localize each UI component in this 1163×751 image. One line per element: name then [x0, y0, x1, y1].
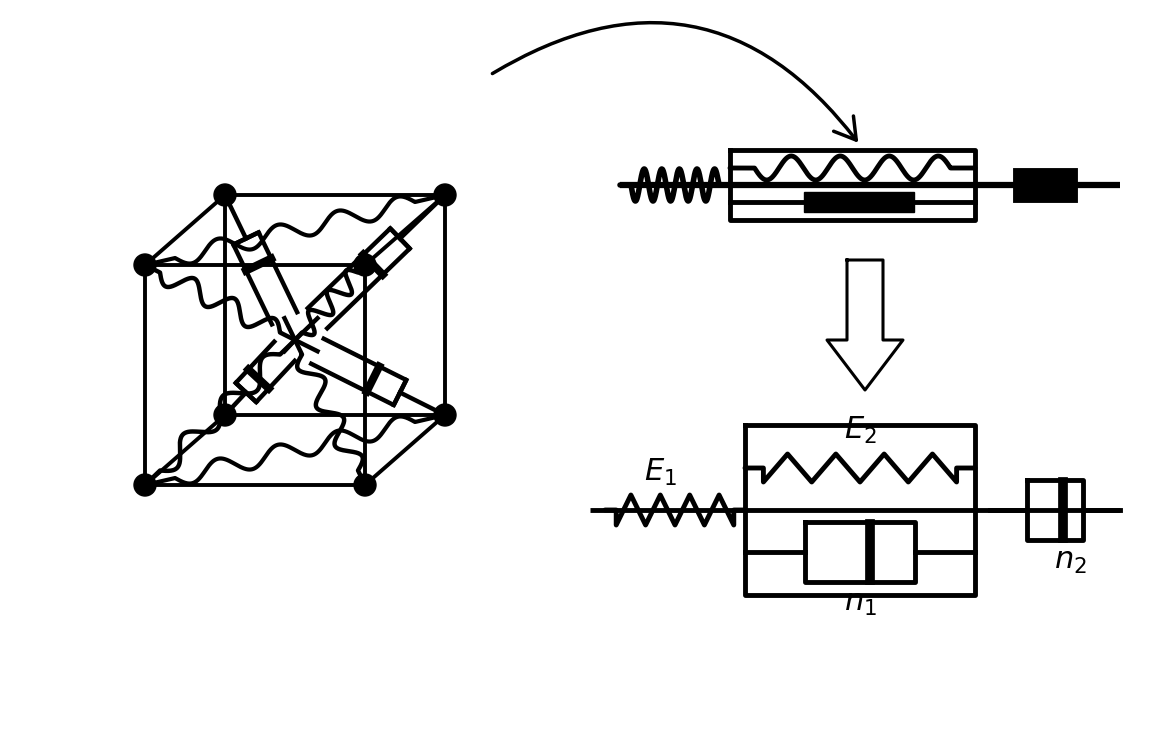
FancyArrowPatch shape [492, 23, 856, 140]
Circle shape [434, 184, 456, 206]
Circle shape [214, 404, 236, 426]
Circle shape [354, 254, 376, 276]
Circle shape [134, 474, 156, 496]
Circle shape [214, 184, 236, 206]
Bar [1015, 170, 1075, 200]
Circle shape [134, 254, 156, 276]
Text: $E_1$: $E_1$ [643, 457, 677, 487]
Circle shape [434, 404, 456, 426]
Text: $n_1$: $n_1$ [843, 590, 877, 619]
Text: $n_2$: $n_2$ [1054, 547, 1086, 577]
Circle shape [354, 474, 376, 496]
Text: $E_2$: $E_2$ [843, 415, 877, 445]
Polygon shape [804, 192, 914, 212]
Polygon shape [827, 260, 902, 390]
